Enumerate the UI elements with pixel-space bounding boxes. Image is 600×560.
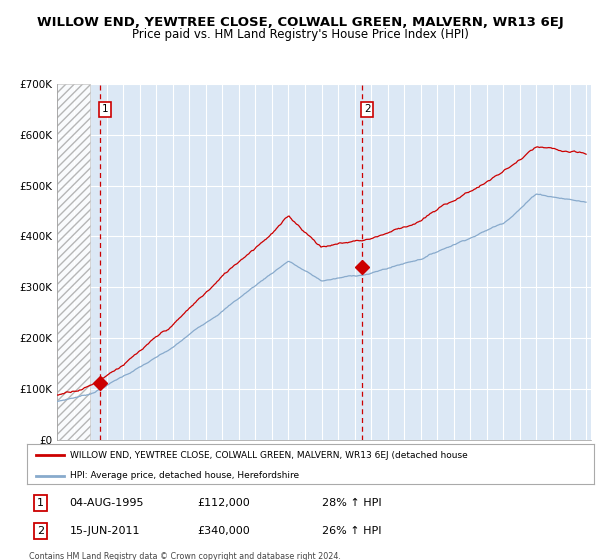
- Text: Price paid vs. HM Land Registry's House Price Index (HPI): Price paid vs. HM Land Registry's House …: [131, 28, 469, 41]
- Text: 2: 2: [37, 526, 44, 536]
- Text: HPI: Average price, detached house, Herefordshire: HPI: Average price, detached house, Here…: [70, 471, 299, 480]
- Text: 28% ↑ HPI: 28% ↑ HPI: [322, 498, 382, 508]
- Text: 15-JUN-2011: 15-JUN-2011: [70, 526, 140, 536]
- Text: £112,000: £112,000: [197, 498, 250, 508]
- Text: 2: 2: [364, 104, 370, 114]
- Text: Contains HM Land Registry data © Crown copyright and database right 2024.
This d: Contains HM Land Registry data © Crown c…: [29, 552, 341, 560]
- Text: 1: 1: [37, 498, 44, 508]
- Text: WILLOW END, YEWTREE CLOSE, COLWALL GREEN, MALVERN, WR13 6EJ: WILLOW END, YEWTREE CLOSE, COLWALL GREEN…: [37, 16, 563, 29]
- Text: WILLOW END, YEWTREE CLOSE, COLWALL GREEN, MALVERN, WR13 6EJ (detached house: WILLOW END, YEWTREE CLOSE, COLWALL GREEN…: [70, 451, 467, 460]
- Text: £340,000: £340,000: [197, 526, 250, 536]
- Text: 04-AUG-1995: 04-AUG-1995: [70, 498, 144, 508]
- Text: 1: 1: [101, 104, 108, 114]
- Text: 26% ↑ HPI: 26% ↑ HPI: [322, 526, 382, 536]
